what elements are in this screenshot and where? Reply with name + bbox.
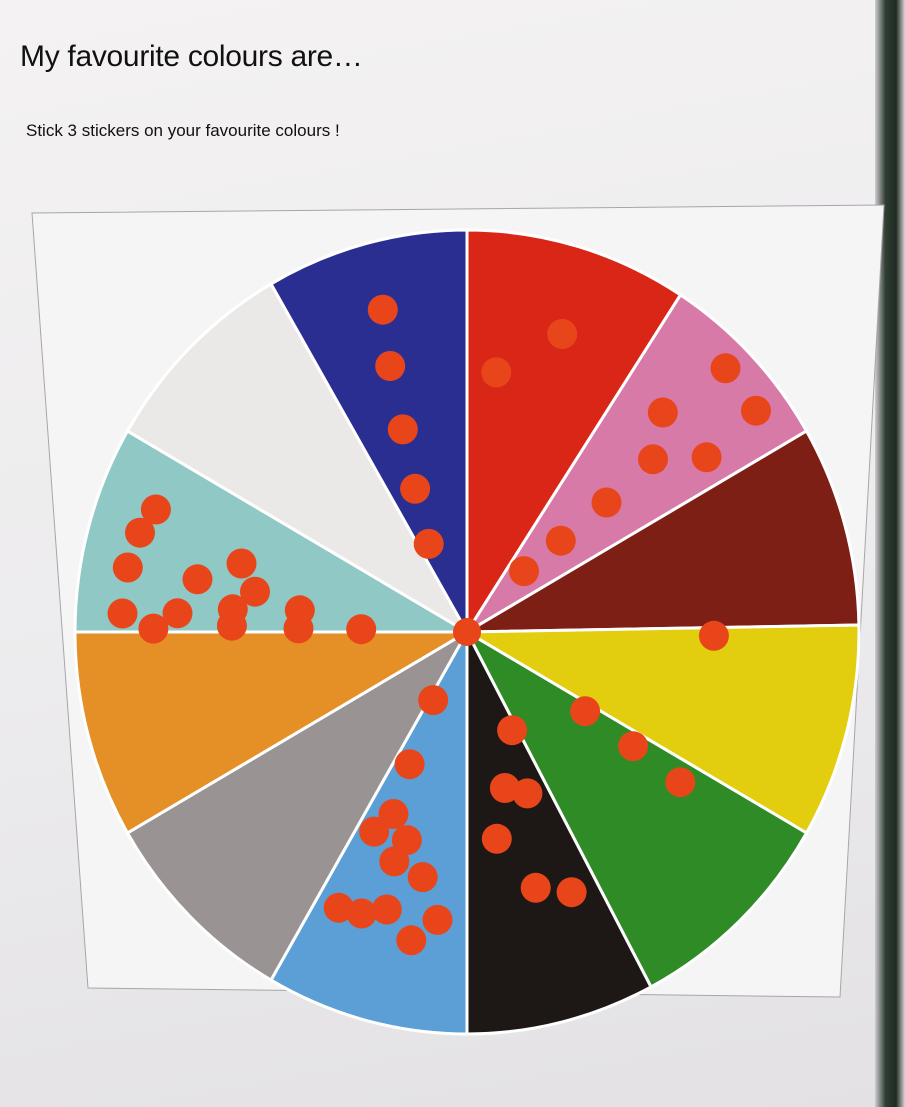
poster-instructions: Stick 3 stickers on your favourite colou… — [26, 121, 340, 140]
poster-title: My favourite colours are… — [20, 40, 363, 73]
frame-edge — [875, 0, 905, 1107]
